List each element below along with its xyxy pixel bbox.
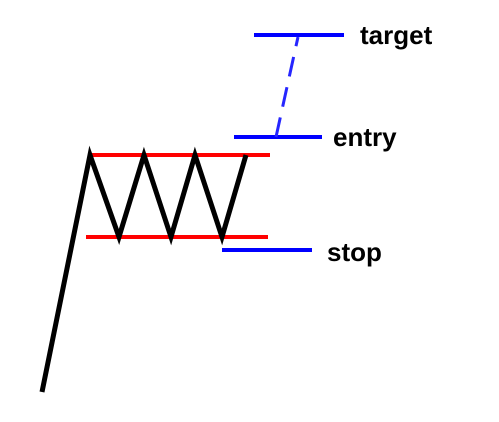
target-label: target xyxy=(360,20,433,50)
projection-dashed-line xyxy=(274,36,300,138)
stop-label: stop xyxy=(327,237,382,267)
entry-label: entry xyxy=(333,122,397,152)
price-path xyxy=(39,145,249,393)
